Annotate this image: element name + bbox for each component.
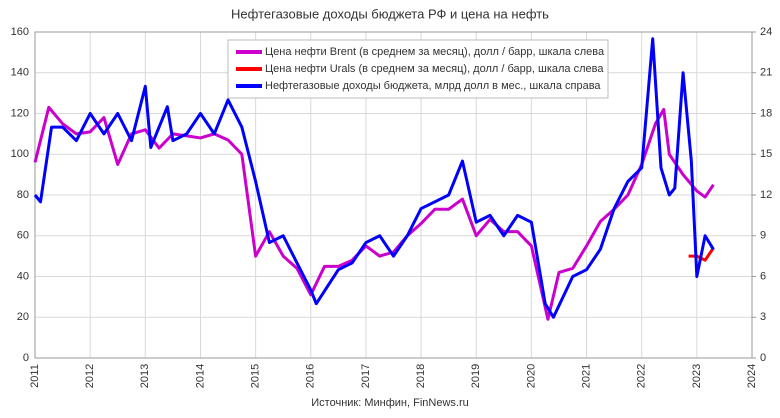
data-line	[33, 37, 715, 319]
legend-label: Цена нефти Brent (в среднем за месяц), д…	[265, 46, 605, 58]
y2-tick-label: 24	[760, 26, 772, 38]
y2-tick-label: 9	[760, 230, 766, 242]
x-tick-label: 2019	[470, 364, 482, 388]
x-tick-label: 2015	[250, 364, 262, 388]
legend-label: Цена нефти Urals (в среднем за месяц), д…	[265, 63, 604, 75]
legend-label: Нефтегазовые доходы бюджета, млрд долл в…	[265, 80, 601, 92]
y-tick-label: 140	[11, 67, 29, 79]
y-tick-label: 60	[17, 230, 29, 242]
x-tick-label: 2023	[691, 364, 703, 388]
y2-tick-label: 18	[760, 107, 772, 119]
legend: Цена нефти Brent (в среднем за месяц), д…	[227, 39, 609, 99]
x-tick-label: 2016	[305, 364, 317, 388]
data-line	[33, 105, 715, 321]
y2-tick-label: 15	[760, 148, 772, 160]
x-tick-label: 2021	[580, 364, 592, 388]
x-tick-label: 2020	[525, 364, 537, 388]
y2-tick-label: 21	[760, 67, 772, 79]
y2-tick-label: 12	[760, 189, 772, 201]
source: Источник: Минфин, FinNews.ru	[311, 397, 468, 409]
y-tick-label: 100	[11, 148, 29, 160]
y-tick-label: 40	[17, 270, 29, 282]
y-tick-label: 160	[11, 26, 29, 38]
x-tick-label: 2012	[84, 364, 96, 388]
x-tick-label: 2018	[415, 364, 427, 388]
x-tick-label: 2011	[29, 364, 41, 388]
y2-tick-label: 3	[760, 311, 766, 323]
chart-title: Нефтегазовые доходы бюджета РФ и цена на…	[231, 6, 549, 21]
x-tick-label: 2014	[194, 364, 206, 388]
y2-tick-label: 6	[760, 270, 766, 282]
y-tick-label: 0	[23, 352, 29, 364]
legend-box	[227, 39, 609, 99]
x-tick-label: 2017	[360, 364, 372, 388]
x-tick-label: 2022	[636, 364, 648, 388]
y-tick-label: 80	[17, 189, 29, 201]
y-tick-label: 120	[11, 107, 29, 119]
x-tick-label: 2024	[746, 364, 758, 388]
y-tick-label: 20	[17, 311, 29, 323]
y2-tick-label: 0	[760, 352, 766, 364]
x-tick-label: 2013	[139, 364, 151, 388]
